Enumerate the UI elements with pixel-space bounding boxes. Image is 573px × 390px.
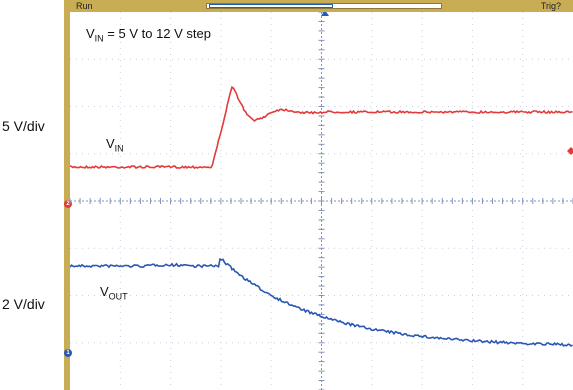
oscilloscope-screen: Run Trig? 2 1 VIN = 5 V to 12 V step VIN… [64, 0, 573, 390]
trigger-level-icon [567, 147, 573, 155]
vin-step-annotation: VIN = 5 V to 12 V step [86, 26, 211, 44]
ch2-marker[interactable]: 2 [64, 200, 72, 208]
waveform-plot [70, 12, 573, 390]
vout-scale-label: 2 V/div [2, 296, 45, 312]
vout-trace-label: VOUT [100, 284, 128, 302]
trigger-position-icon [321, 12, 329, 16]
vin-trace-label: VIN [106, 136, 124, 154]
vout-trace [70, 257, 573, 348]
trigger-status: Trig? [540, 1, 561, 11]
vin-trace [70, 85, 573, 170]
record-window[interactable] [209, 4, 333, 8]
graticule [70, 12, 573, 390]
vin-scale-label: 5 V/div [2, 118, 45, 134]
left-labels: 5 V/div 2 V/div [0, 0, 64, 390]
record-track[interactable] [206, 3, 442, 9]
status-bar: Run Trig? [64, 0, 573, 12]
run-status: Run [76, 1, 93, 11]
ch1-marker[interactable]: 1 [64, 349, 72, 357]
